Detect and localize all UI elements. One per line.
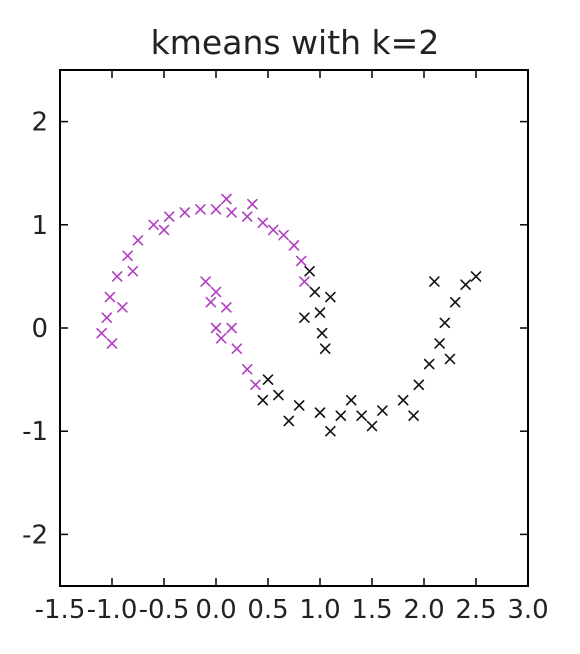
y-tick-label: 0 [31, 314, 48, 344]
data-point [408, 410, 419, 422]
data-point [449, 296, 461, 308]
x-tick-label: 3.0 [507, 595, 548, 625]
data-point [226, 207, 237, 218]
data-point [377, 405, 388, 416]
data-point [434, 338, 445, 349]
data-point [111, 271, 123, 282]
data-point [299, 276, 310, 287]
data-point [325, 425, 336, 437]
data-point [325, 291, 336, 303]
data-point [132, 234, 144, 246]
data-point [470, 271, 482, 282]
data-point [210, 204, 222, 215]
data-point [366, 420, 378, 432]
data-point [288, 240, 300, 251]
data-point [179, 207, 191, 218]
data-point [356, 410, 367, 422]
data-point [104, 291, 116, 303]
data-point [314, 307, 326, 318]
x-tick-label: 2.0 [403, 595, 444, 625]
data-point [335, 410, 347, 422]
data-point [210, 322, 222, 334]
data-point [158, 224, 170, 236]
data-point [304, 265, 315, 277]
data-point [299, 312, 310, 323]
y-tick-label: -1 [22, 417, 48, 447]
data-point [127, 265, 139, 277]
data-point [423, 358, 435, 370]
y-tick-label: -2 [22, 520, 48, 550]
data-point [309, 286, 321, 298]
data-point [319, 343, 331, 354]
chart-title: kmeans with k=2 [151, 23, 440, 62]
y-tick-label: 1 [31, 211, 48, 241]
data-point [247, 198, 258, 210]
data-point [345, 394, 357, 406]
data-point [195, 204, 206, 215]
data-point [215, 333, 227, 344]
x-tick-label: 0.5 [247, 595, 288, 625]
data-point [278, 229, 289, 241]
data-point [273, 389, 284, 401]
axis-ticks-layer: -1.5 -1.0 -0.5 0.0 0.5 1.0 1.5 2.0 2.5 3.0 -2 -1 0 1 2 [22, 70, 549, 625]
data-point [316, 327, 328, 339]
data-point [101, 312, 113, 323]
data-point [262, 374, 274, 385]
x-tick-label: -0.5 [139, 595, 190, 625]
x-tick-label: -1.5 [35, 595, 86, 625]
data-point [295, 255, 307, 267]
data-point [200, 276, 211, 287]
data-point [439, 317, 451, 329]
data-point [241, 211, 253, 222]
plot-frame [59, 69, 529, 587]
data-point [205, 296, 217, 308]
data-point [397, 394, 409, 406]
data-point [257, 394, 269, 406]
data-point [210, 286, 222, 298]
data-point [250, 379, 261, 391]
x-tick-label: 1.5 [351, 595, 392, 625]
x-tick-label: 0.0 [195, 595, 236, 625]
data-point [231, 343, 243, 354]
data-point [257, 217, 269, 229]
data-point [148, 219, 159, 231]
data-point [117, 302, 128, 313]
data-point [413, 379, 425, 391]
y-tick-label: 2 [31, 108, 48, 138]
data-point [122, 250, 133, 262]
x-tick-label: 1.0 [299, 595, 340, 625]
x-tick-label: -1.0 [87, 595, 138, 625]
data-point [267, 224, 279, 236]
data-point [163, 211, 175, 222]
x-tick-label: 2.5 [455, 595, 496, 625]
data-point [96, 327, 107, 339]
data-point [444, 353, 456, 365]
data-points-layer [96, 193, 482, 437]
data-point [293, 400, 305, 411]
data-point [460, 279, 471, 290]
data-point [314, 407, 326, 418]
data-point [283, 415, 295, 427]
data-point [221, 302, 232, 313]
data-point [226, 322, 237, 334]
data-point [429, 276, 440, 287]
data-point [106, 338, 118, 349]
data-point [221, 193, 232, 205]
data-point [241, 363, 253, 375]
